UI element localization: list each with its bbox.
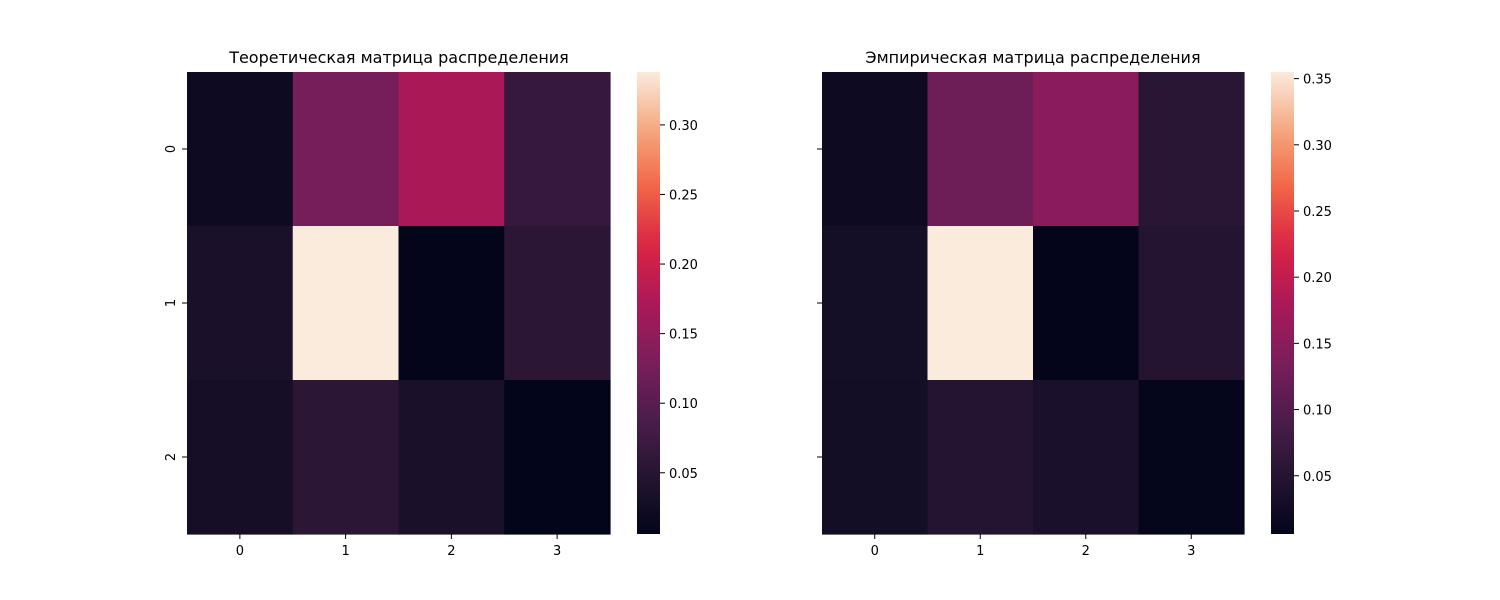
heatmap-cell-r2-c2 xyxy=(1033,380,1140,535)
x-tick-label: 0 xyxy=(871,544,879,559)
heatmap-cell-r1-c2 xyxy=(1033,226,1140,381)
colorbar xyxy=(1271,72,1294,534)
colorbar-tick-label: 0.05 xyxy=(1303,470,1332,485)
x-tick-label: 3 xyxy=(553,544,561,559)
heatmap-cell-r0-c2 xyxy=(398,72,505,227)
chart-title: Эмпирическая матрица распределения xyxy=(865,48,1200,67)
x-tick-label: 2 xyxy=(1082,544,1090,559)
heatmap-cell-r0-c1 xyxy=(927,72,1034,227)
x-tick-label: 3 xyxy=(1187,544,1195,559)
y-tick-label: 1 xyxy=(164,299,179,307)
heatmap-cell-r2-c0 xyxy=(822,380,929,535)
heatmap-cell-r1-c1 xyxy=(927,226,1034,381)
heatmap-empirical: Эмпирическая матрица распределения 0 1 2 3 0… xyxy=(817,48,1332,559)
x-tick-label: 1 xyxy=(976,544,984,559)
heatmap-cell-r0-c0 xyxy=(187,72,294,227)
colorbar-tick-label: 0.20 xyxy=(1303,271,1332,286)
y-tick-label: 2 xyxy=(164,453,179,461)
colorbar-tick-label: 0.30 xyxy=(669,119,698,134)
colorbar-tick-label: 0.10 xyxy=(1303,404,1332,419)
heatmap-cell-r0-c1 xyxy=(292,72,400,227)
heatmap-cell-r1-c3 xyxy=(1138,226,1245,381)
colorbar-tick-label: 0.25 xyxy=(669,188,698,203)
colorbar-tick-label: 0.15 xyxy=(1303,337,1332,352)
heatmap-cell-r0-c2 xyxy=(1033,72,1140,227)
heatmap-cell-r2-c2 xyxy=(398,380,505,535)
heatmap-cell-r1-c0 xyxy=(822,226,929,381)
heatmap-cell-r2-c1 xyxy=(292,380,400,535)
heatmap-cell-r2-c3 xyxy=(504,380,611,535)
chart-title: Теоретическая матрица распределения xyxy=(228,48,569,67)
heatmap-theoretical: Теоретическая матрица распределения 0 1 2 3… xyxy=(164,48,698,559)
heatmap-cell-r1-c3 xyxy=(504,226,611,381)
colorbar-tick-label: 0.10 xyxy=(669,397,698,412)
colorbar xyxy=(637,72,660,534)
colorbar-tick-label: 0.05 xyxy=(669,467,698,482)
colorbar-tick-label: 0.15 xyxy=(669,328,698,343)
heatmap-cell-r1-c1 xyxy=(292,226,400,381)
x-tick-label: 2 xyxy=(447,544,455,559)
y-tick-label: 0 xyxy=(164,145,179,153)
colorbar-tick-label: 0.30 xyxy=(1303,139,1332,154)
colorbar-tick-label: 0.35 xyxy=(1303,73,1332,88)
heatmap-cell-r2-c3 xyxy=(1138,380,1245,535)
heatmap-cell-r1-c0 xyxy=(187,226,294,381)
heatmap-cell-r0-c0 xyxy=(822,72,929,227)
colorbar-tick-label: 0.20 xyxy=(669,258,698,273)
colorbar-tick-label: 0.25 xyxy=(1303,205,1332,220)
heatmap-cell-r2-c0 xyxy=(187,380,294,535)
x-tick-label: 1 xyxy=(341,544,349,559)
heatmap-cell-r0-c3 xyxy=(1138,72,1245,227)
heatmap-cell-r1-c2 xyxy=(398,226,505,381)
heatmap-cell-r0-c3 xyxy=(504,72,611,227)
x-tick-label: 0 xyxy=(236,544,244,559)
heatmap-cell-r2-c1 xyxy=(927,380,1034,535)
